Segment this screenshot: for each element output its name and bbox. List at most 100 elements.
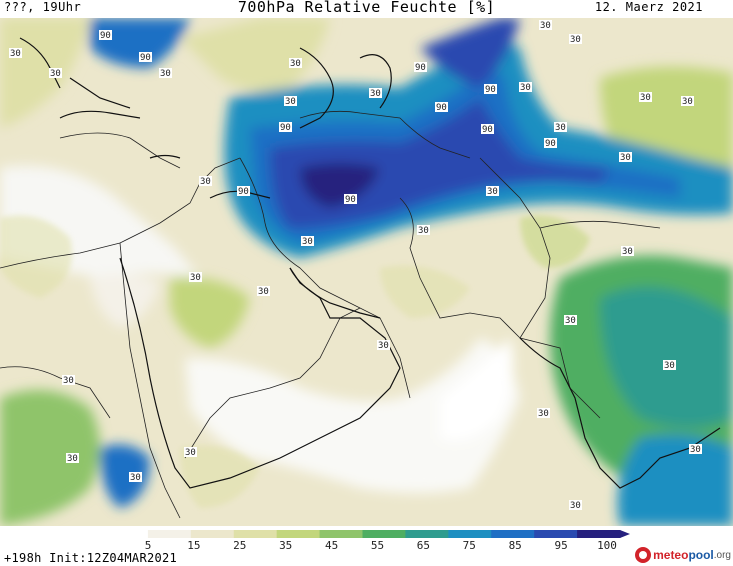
contour-label-bg [369,88,382,98]
contour-label-bg [484,84,497,94]
humidity-map: 30 30 30 30 30 30 30 30 30 30 30 30 30 30 30 30 30 30 30 30… [0,18,733,526]
colorbar-tick-label: 15 [187,539,200,552]
contour-label-bg [139,52,152,62]
contour-label-bg [554,122,567,132]
contour-label-bg [99,30,112,40]
contour-value-label: 30 [640,93,651,103]
contour-value-labels: 30 30 30 30 30 30 30 30 30 30 30 30 30 30 30 30 30 30 30 30… [9,20,702,511]
contour-label-bg [435,102,448,112]
contour-label-bg [279,122,292,132]
colorbar-swatch [190,530,235,538]
colorbar-tick-label: 95 [554,539,567,552]
logo-text-pool: pool [688,548,714,562]
contour-label-bg [199,176,212,186]
contour-label-bg [62,375,75,385]
contour-label-bg [569,500,582,510]
contour-value-label: 30 [290,59,301,69]
colorbar-swatch [405,530,449,538]
contour-value-label: 30 [185,448,196,458]
colorbar-tick-labels: 5 15 25 35 45 55 65 75 85 95 100 [145,539,617,552]
colorbar-swatch [105,530,149,538]
contour-label-bg [377,340,390,350]
contour-label-bg [344,194,357,204]
country-borders [0,110,661,519]
contour-label-bg [689,444,702,454]
contour-label-bg [49,68,62,78]
contour-value-label: 30 [200,177,211,187]
colorbar-swatch [233,530,278,538]
humidity-field [0,18,733,526]
contour-value-label: 30 [63,376,74,386]
contour-value-label: 30 [378,341,389,351]
valid-date: 12. Maerz 2021 [594,0,703,14]
contour-label-bg [129,472,142,482]
colorbar-tick-label: 5 [145,539,152,552]
colorbar-tick-label: 35 [279,539,292,552]
contour-value-label: 90 [345,195,356,205]
contour-label-bg [544,138,557,148]
colorbar-tick-label: 65 [417,539,430,552]
colorbar-tick-label: 55 [371,539,384,552]
contour-label-bg [9,48,22,58]
colorbar-tick-label: 75 [463,539,476,552]
contour-label-bg [284,96,297,106]
contour-label-bg [681,96,694,106]
contour-value-label: 90 [485,85,496,95]
contour-label-bg [301,236,314,246]
contour-label-bg [481,124,494,134]
contour-label-bg [289,58,302,68]
contour-label-bg [189,272,202,282]
contour-label-bg [621,246,634,256]
contour-value-label: 30 [690,445,701,455]
colorbar-swatch [319,530,363,538]
contour-value-label: 90 [100,31,111,41]
contour-label-bg [417,225,430,235]
meteopool-logo[interactable]: meteo pool .org [635,546,731,564]
contour-value-label: 30 [50,69,61,79]
contour-label-bg [663,360,676,370]
contour-value-label: 90 [140,53,151,63]
contour-label-bg [569,34,582,44]
colorbar-swatch [534,530,578,538]
contour-value-label: 30 [10,49,21,59]
contour-value-label: 90 [280,123,291,133]
logo-text-org: .org [713,549,731,561]
colorbar-swatch [491,530,535,538]
contour-label-bg [159,68,172,78]
contour-label-bg [486,186,499,196]
colorbar-swatch [147,530,192,538]
colorbar-swatch [577,530,621,538]
contour-label-bg [564,315,577,325]
contour-value-label: 30 [682,97,693,107]
contour-value-label: 30 [570,501,581,511]
coastlines [19,37,721,489]
contour-label-bg [237,186,250,196]
contour-value-label: 30 [555,123,566,133]
colorbar-max-arrow [620,530,630,538]
contour-label-bg [414,62,427,72]
contour-value-label: 30 [67,454,78,464]
contour-value-label: 30 [190,273,201,283]
contour-value-label: 90 [415,63,426,73]
contour-value-label: 30 [160,69,171,79]
contour-value-label: 30 [418,226,429,236]
contour-label-bg [539,20,552,30]
header-bar: ???, 19Uhr 700hPa Relative Feuchte [%] 1… [0,0,733,18]
contour-value-label: 30 [622,247,633,257]
colorbar-legend: 5 15 25 35 45 55 65 75 85 95 100 [105,530,630,552]
contour-value-label: 30 [130,473,141,483]
contour-value-label: 90 [238,187,249,197]
colorbar-swatches [105,530,630,538]
contour-label-bg [537,408,550,418]
contour-value-label: 30 [487,187,498,197]
colorbar-swatch [448,530,492,538]
contour-value-label: 30 [565,316,576,326]
init-label: +198h Init:12Z04MAR2021 [4,551,178,565]
contour-value-label: 30 [540,21,551,31]
contour-label-bg [257,286,270,296]
contour-value-label: 30 [538,409,549,419]
colorbar-tick-label: 25 [233,539,246,552]
contour-value-label: 30 [664,361,675,371]
colorbar-tick-label: 85 [509,539,522,552]
contour-value-label: 90 [482,125,493,135]
